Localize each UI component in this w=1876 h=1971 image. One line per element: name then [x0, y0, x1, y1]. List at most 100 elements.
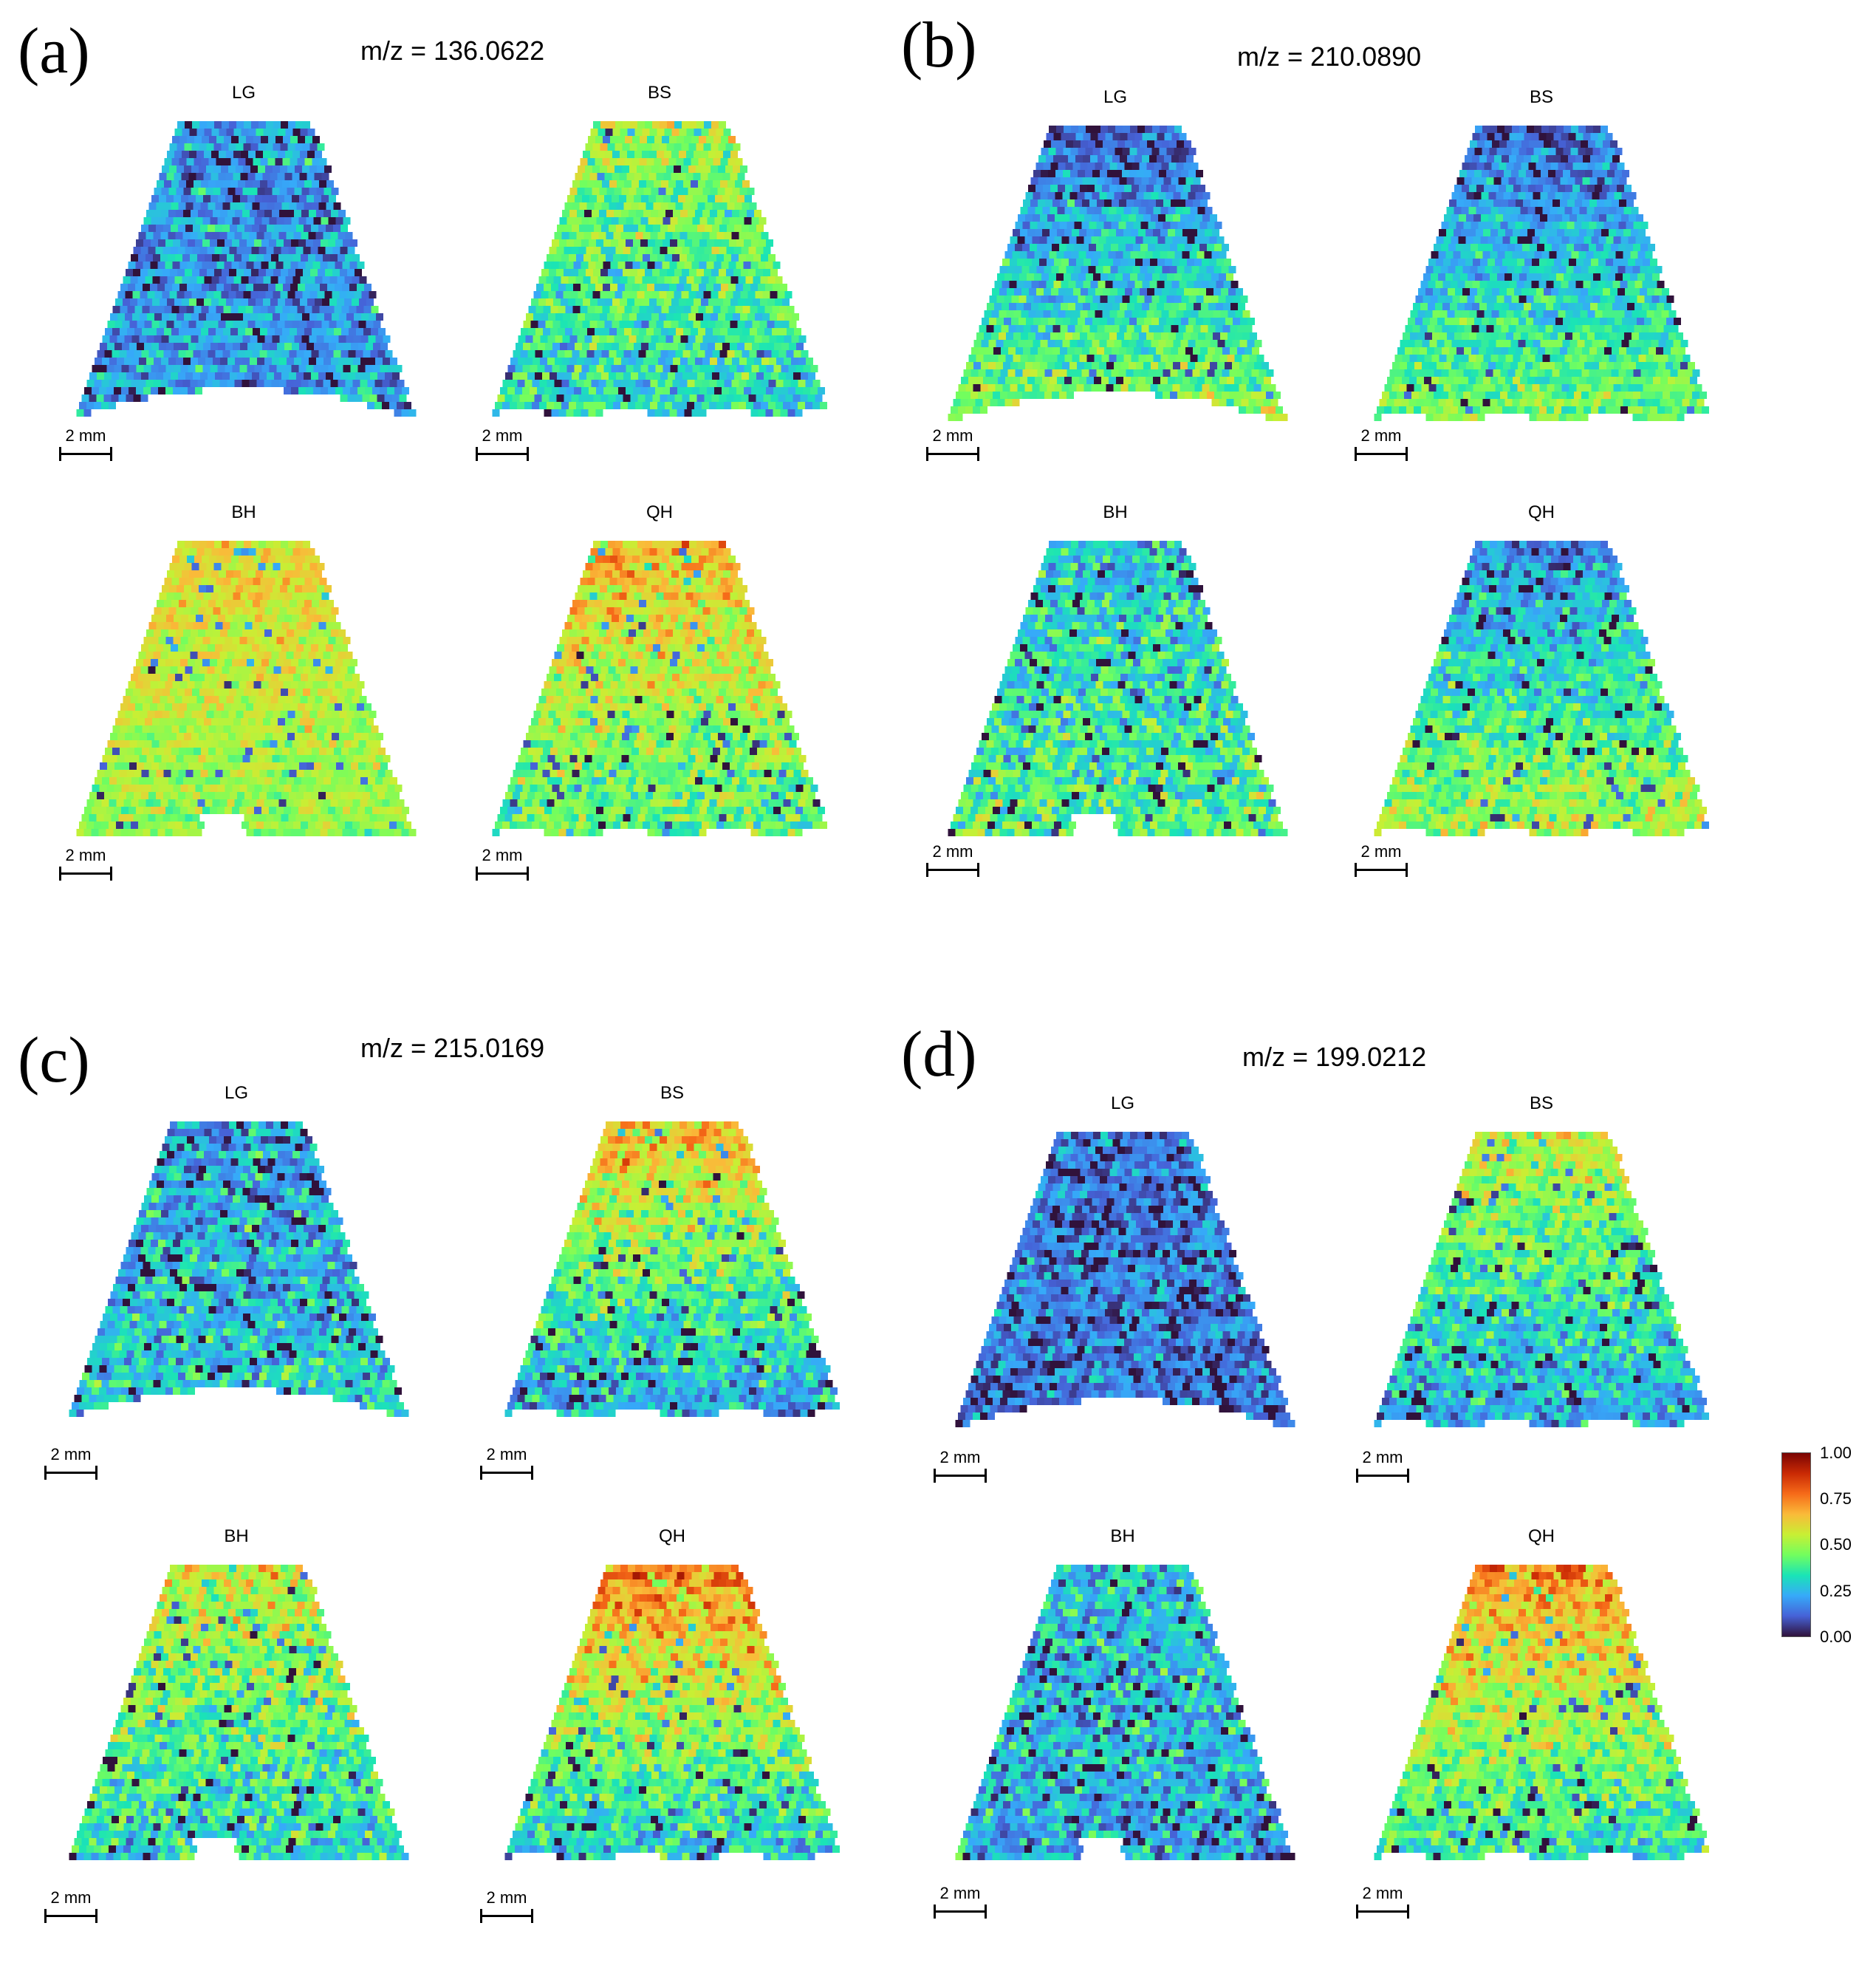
heatmap-cell [718, 313, 725, 321]
heatmap-cell [798, 821, 805, 829]
heatmap-cell [685, 659, 692, 666]
heatmap-cell [259, 644, 267, 652]
heatmap-cell [653, 350, 661, 358]
heatmap-cell [637, 563, 645, 570]
heatmap-cell [693, 762, 700, 770]
heatmap-cell [168, 755, 177, 762]
heatmap-cell [747, 291, 756, 298]
heatmap-cell [576, 674, 583, 681]
heatmap-cell [671, 321, 679, 328]
heatmap-cell [589, 659, 596, 666]
heatmap-cell [173, 217, 181, 225]
heatmap-cell [239, 556, 246, 563]
heatmap-cell [682, 814, 690, 821]
heatmap-cell [259, 666, 267, 674]
heatmap-cell [208, 328, 216, 335]
heatmap-cell [619, 195, 626, 202]
heatmap-cell [280, 733, 287, 740]
heatmap-cell [728, 328, 735, 335]
heatmap-cell [210, 807, 217, 814]
heatmap-cell [642, 151, 649, 158]
heatmap-cell [402, 387, 409, 394]
heatmap-cell [215, 770, 223, 777]
heatmap-cell [603, 387, 611, 394]
heatmap-cell [242, 799, 250, 807]
heatmap-cell [686, 298, 694, 306]
heatmap-cell [291, 365, 299, 372]
heatmap-cell [102, 755, 110, 762]
heatmap-cell [685, 615, 693, 622]
heatmap-cell [190, 380, 198, 387]
heatmap-cell [318, 247, 326, 254]
heatmap-cell [357, 262, 365, 269]
heatmap-cell [541, 313, 548, 321]
heatmap-cell [194, 703, 202, 711]
heatmap-cell [717, 607, 725, 615]
heatmap-cell [182, 548, 190, 556]
heatmap-cell [523, 740, 531, 748]
heatmap-cell [598, 696, 606, 703]
heatmap-cell [106, 387, 114, 394]
heatmap-cell [292, 740, 300, 748]
heatmap-cell [76, 409, 84, 417]
heatmap-cell [171, 725, 179, 733]
heatmap-cell [652, 269, 660, 276]
heatmap-cell [631, 770, 639, 777]
heatmap-cell [617, 328, 624, 335]
heatmap-cell [759, 321, 767, 328]
heatmap-cell [756, 644, 764, 652]
heatmap-cell [545, 762, 552, 770]
heatmap-cell [643, 607, 651, 615]
heatmap-cell [321, 762, 329, 770]
heatmap-cell [635, 380, 643, 387]
heatmap-cell [674, 165, 681, 173]
heatmap-cell [337, 696, 345, 703]
heatmap-cell [765, 681, 773, 689]
heatmap-cell [623, 225, 631, 232]
heatmap-cell [256, 718, 263, 725]
heatmap-cell [702, 777, 710, 785]
heatmap-cell [257, 358, 264, 365]
heatmap-cell [705, 306, 713, 313]
heatmap-cell [595, 600, 602, 607]
heatmap-cell [633, 785, 641, 792]
heatmap-cell [366, 718, 374, 725]
heatmap-cell [692, 365, 700, 372]
heatmap-cell [627, 151, 634, 158]
heatmap-cell [258, 313, 265, 321]
heatmap-cell [200, 202, 208, 210]
heatmap-cell [613, 402, 620, 409]
heatmap-cell [225, 807, 232, 814]
heatmap-cell [349, 262, 357, 269]
heatmap-cell [716, 696, 724, 703]
heatmap-cell [296, 770, 304, 777]
heatmap-cell [183, 188, 191, 195]
heatmap-cell [683, 578, 691, 585]
heatmap-cell [326, 202, 334, 210]
heatmap-cell [734, 644, 742, 652]
heatmap-cell [184, 165, 191, 173]
heatmap-cell [278, 548, 286, 556]
heatmap-cell [284, 217, 292, 225]
heatmap-cell [385, 372, 392, 380]
heatmap-cell [171, 306, 179, 313]
heatmap-cell [278, 129, 286, 136]
heatmap-cell [154, 335, 162, 343]
heatmap-cell [568, 298, 575, 306]
heatmap-cell [372, 807, 380, 814]
heatmap-cell [611, 217, 619, 225]
heatmap-cell [626, 740, 634, 748]
heatmap-cell [188, 637, 196, 644]
heatmap-cell [274, 372, 281, 380]
heatmap-cell [751, 637, 759, 644]
heatmap-cell [689, 269, 696, 276]
heatmap-cell [589, 217, 597, 225]
heatmap-cell [590, 570, 598, 578]
heatmap-cell [576, 380, 584, 387]
heatmap-cell [109, 380, 117, 387]
heatmap-cell [677, 659, 685, 666]
heatmap-cell [244, 247, 252, 254]
heatmap-cell [176, 755, 184, 762]
heatmap-cell [208, 180, 216, 188]
heatmap-cell [617, 578, 625, 585]
